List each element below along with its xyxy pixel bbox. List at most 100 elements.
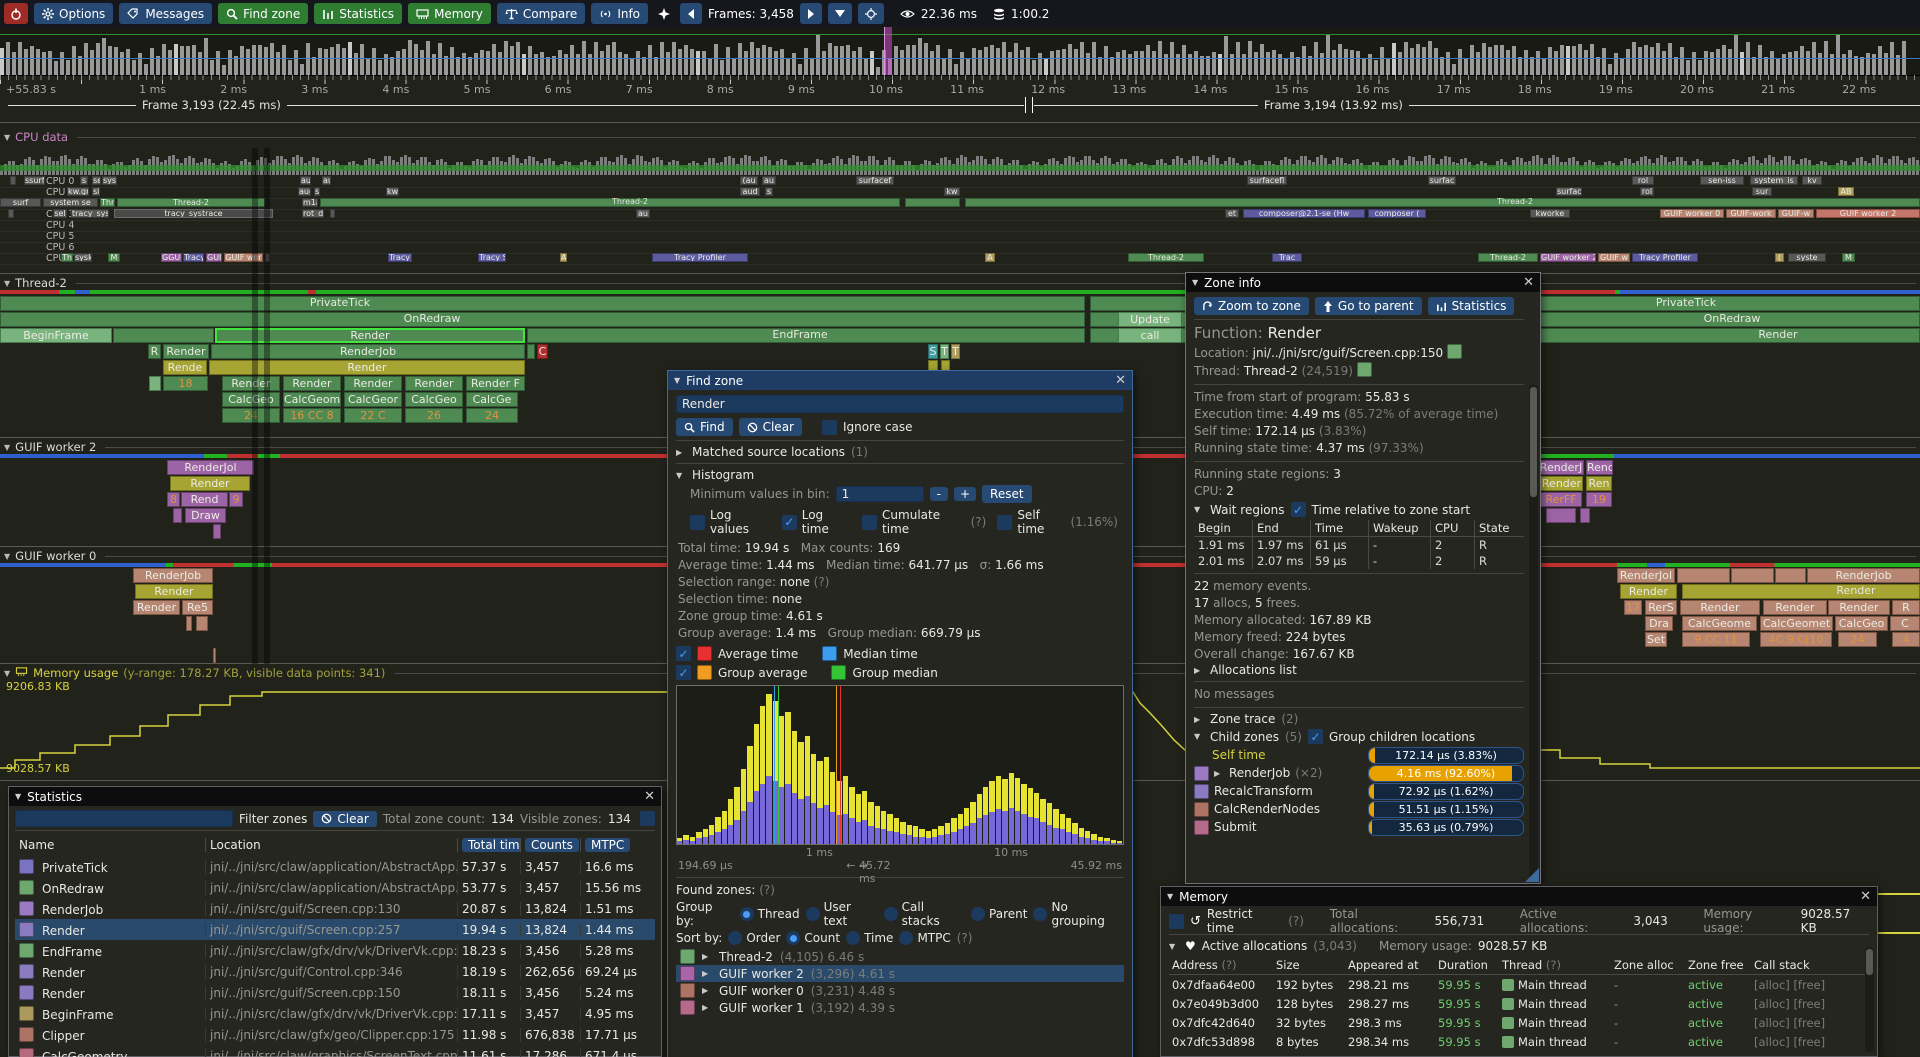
zone-au[interactable]: au	[762, 176, 776, 185]
radio-button[interactable]	[883, 907, 898, 921]
child-zone-calcrendernodes[interactable]: CalcRenderNodes 51.51 µs (1.15%)	[1194, 800, 1524, 818]
frame-bar[interactable]	[486, 51, 490, 75]
frame-bar[interactable]	[36, 48, 40, 75]
zone-renderjol[interactable]: RenderJol	[167, 460, 254, 475]
histogram-section-toggle[interactable]: ▼ Histogram	[676, 468, 755, 482]
frame-bar[interactable]	[1284, 58, 1288, 75]
frame-bar[interactable]	[1548, 46, 1552, 75]
histogram-bin[interactable]	[1027, 686, 1034, 844]
frame-bar[interactable]	[1008, 51, 1012, 75]
zone-9[interactable]: 9	[229, 492, 243, 507]
zone-thread-2[interactable]: Thread-2	[117, 198, 265, 207]
find-button[interactable]: Find	[676, 418, 733, 436]
frame-bar[interactable]	[1470, 44, 1474, 75]
histogram-bin[interactable]	[702, 686, 709, 844]
statistics-titlebar[interactable]: ▼ Statistics ✕	[9, 787, 661, 806]
wait-col-state[interactable]: State	[1474, 520, 1520, 536]
frame-bar[interactable]	[72, 46, 76, 75]
wait-col-begin[interactable]: Begin	[1198, 521, 1231, 535]
frame-bar[interactable]	[744, 51, 748, 75]
zone-r[interactable]: R	[148, 344, 161, 359]
frame-bar[interactable]	[1542, 59, 1546, 75]
histogram-bin[interactable]	[785, 686, 791, 844]
frame-bar[interactable]	[1332, 49, 1336, 75]
find-zone-titlebar[interactable]: ▼ Find zone ✕	[668, 371, 1132, 390]
frame-bar[interactable]	[162, 44, 166, 75]
allocation-cell-call-stack[interactable]: [alloc] [free]	[1754, 1034, 1826, 1049]
group-by-option-parent[interactable]: Parent	[971, 907, 1027, 921]
statistics-button[interactable]: Statistics	[314, 3, 403, 24]
found-zone-group-guif-worker-0[interactable]: ▶ GUIF worker 0 (3,231) 4.48 s	[676, 982, 1124, 999]
zone-update[interactable]: Update	[1118, 312, 1182, 327]
frame-bar[interactable]	[954, 63, 958, 75]
stats-col-mtpc[interactable]: MTPC	[580, 838, 661, 852]
histogram-bin[interactable]	[932, 686, 938, 844]
histogram-bin[interactable]	[912, 686, 919, 844]
frame-bar[interactable]	[1290, 52, 1294, 75]
frame-bar[interactable]	[1056, 50, 1060, 75]
zone-thre[interactable]: Thre	[100, 198, 115, 207]
section-header-memory-usage[interactable]: ▼ Memory usage (y-range: 178.27 KB, visibl…	[4, 666, 1916, 680]
frame-bar[interactable]	[804, 48, 808, 75]
zone-ab[interactable]: AB	[1838, 187, 1854, 196]
frame-bar[interactable]	[66, 60, 70, 75]
statistics-button[interactable]: Statistics	[1427, 297, 1515, 315]
frame-bar[interactable]	[186, 46, 190, 75]
frame-bar[interactable]	[522, 53, 526, 75]
zone-render[interactable]: Render	[283, 376, 341, 391]
frame-bar[interactable]	[564, 54, 568, 75]
zone-location[interactable]: jni/../jni/src/guif/Screen.cpp:150	[1252, 346, 1444, 360]
frame-bar[interactable]	[336, 44, 340, 75]
stats-row-onredraw[interactable]: OnRedraw jni/../jni/src/claw/application/…	[15, 877, 655, 898]
frame-bar[interactable]	[840, 45, 844, 75]
frame-bar[interactable]	[768, 46, 772, 75]
histogram-bin[interactable]	[696, 686, 702, 844]
frame-bar[interactable]	[654, 56, 658, 75]
zone-a[interactable]: A	[560, 253, 567, 262]
radio-button[interactable]	[846, 931, 861, 945]
frame-bar[interactable]	[600, 51, 604, 75]
find-zone-button[interactable]: Find zone	[218, 3, 309, 24]
options-button[interactable]: Options	[34, 3, 114, 24]
legend-checkbox[interactable]: ✓	[676, 665, 691, 680]
frame-bar[interactable]	[1680, 46, 1684, 75]
frame-bar[interactable]	[1320, 53, 1324, 75]
zone-calcge[interactable]: CalcGe	[466, 392, 518, 407]
frame-bar[interactable]	[1086, 52, 1090, 75]
zone-rot-d[interactable]: rot_d	[302, 209, 324, 218]
histogram-bin[interactable]	[740, 686, 747, 844]
zone-rol[interactable]: rol	[1640, 187, 1654, 196]
frame-bar[interactable]	[1446, 52, 1450, 75]
frame-bar[interactable]	[738, 43, 742, 75]
zone-render[interactable]: Render	[1828, 600, 1890, 615]
frame-bar[interactable]	[1062, 48, 1066, 75]
info-button[interactable]: Info	[591, 3, 649, 24]
frame-bar[interactable]	[354, 52, 358, 75]
stats-row-calcgeometry[interactable]: CalcGeometry jni/../jni/src/claw/graphics…	[15, 1045, 655, 1057]
frame-bar[interactable]	[948, 48, 952, 75]
frame-bar[interactable]	[858, 46, 862, 75]
radio-button[interactable]	[899, 931, 914, 945]
frame-bar[interactable]	[120, 52, 124, 75]
checkbox[interactable]	[997, 514, 1013, 530]
frame-bar[interactable]	[876, 66, 880, 75]
zone-calcgeo[interactable]: CalcGeo	[405, 392, 463, 407]
frame-bar[interactable]	[204, 37, 208, 75]
frame-bar[interactable]	[900, 50, 904, 75]
zone-24[interactable]: 24	[222, 408, 280, 423]
clear-filter-button[interactable]: Clear	[313, 810, 377, 827]
frame-bar[interactable]	[972, 48, 976, 75]
frame-bar[interactable]	[996, 47, 1000, 75]
zone-tracy-systrace[interactable]: tracy_systrace	[114, 209, 273, 218]
frame-bar[interactable]	[732, 57, 736, 75]
zone-a[interactable]: A	[985, 253, 995, 262]
frame-bar[interactable]	[198, 52, 202, 75]
collapse-icon[interactable]: ▼	[4, 278, 11, 288]
time-relative-checkbox[interactable]: ✓	[1290, 502, 1306, 517]
frame-bar[interactable]	[30, 45, 34, 75]
zone-surfacefl[interactable]: surfacefl	[1247, 176, 1287, 185]
frame-bar[interactable]	[1254, 51, 1258, 75]
zone-m[interactable]: M	[1842, 253, 1855, 262]
radio-button[interactable]	[739, 907, 754, 921]
allocation-cell-call-stack[interactable]: [alloc] [free]	[1754, 1015, 1826, 1030]
